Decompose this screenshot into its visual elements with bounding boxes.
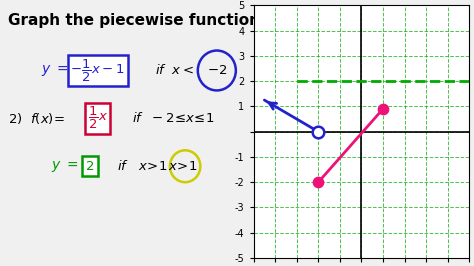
Point bbox=[315, 130, 322, 134]
Point bbox=[315, 180, 322, 184]
Point bbox=[379, 107, 387, 111]
Text: $2$: $2$ bbox=[85, 160, 95, 173]
Text: Graph the piecewise function: Graph the piecewise function bbox=[8, 13, 260, 28]
Text: $\dfrac{1}{2}x$: $\dfrac{1}{2}x$ bbox=[88, 105, 108, 131]
Text: $if\ \ -2\!\leq\! x\!\leq\!1$: $if\ \ -2\!\leq\! x\!\leq\!1$ bbox=[132, 111, 215, 125]
Text: $2)\ \ f(x)\!=\!$: $2)\ \ f(x)\!=\!$ bbox=[8, 111, 65, 126]
Text: $if\ \ x<$: $if\ \ x<$ bbox=[155, 64, 194, 77]
Text: $y\ =$: $y\ =$ bbox=[51, 159, 79, 174]
Text: $-2$: $-2$ bbox=[207, 64, 227, 77]
Text: $if\ \ \ x\!>\!1$: $if\ \ \ x\!>\!1$ bbox=[117, 159, 167, 173]
Text: $-\dfrac{1}{2}x-1$: $-\dfrac{1}{2}x-1$ bbox=[70, 57, 125, 84]
Text: $x\!>\!1$: $x\!>\!1$ bbox=[168, 160, 197, 173]
Text: $y\ =$: $y\ =$ bbox=[41, 63, 68, 78]
